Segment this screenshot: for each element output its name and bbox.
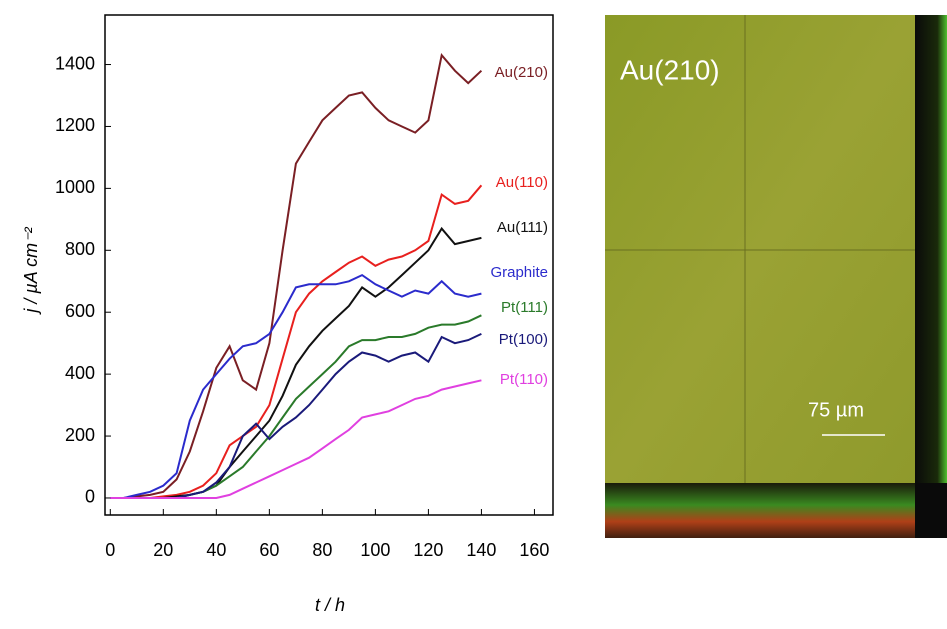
y-tick-label: 400 [65,363,95,383]
series-line [110,52,483,499]
series-line [110,226,482,499]
x-tick-label: 40 [206,540,226,560]
series-line [110,273,482,499]
side-section [915,15,947,483]
series-label: Pt(110) [500,371,548,388]
y-tick-label: 600 [65,301,95,321]
series-label: Graphite [490,264,548,281]
y-tick-label: 1000 [55,177,95,197]
x-tick-label: 140 [466,540,496,560]
image-panel: Au(210) 75 µm [605,15,947,538]
y-tick-label: 200 [65,425,95,445]
x-tick-label: 20 [153,540,173,560]
x-tick-label: 60 [259,540,279,560]
x-tick-label: 120 [413,540,443,560]
series-line [110,184,483,499]
series-line [110,379,482,499]
y-axis-title: j / µA cm⁻² [21,226,41,315]
series-label: Au(111) [497,219,548,236]
series-label: Pt(100) [499,331,548,348]
y-tick-label: 1400 [55,53,95,73]
y-tick-label: 800 [65,239,95,259]
y-tick-label: 0 [85,487,95,507]
series-label: Au(110) [496,174,548,191]
series-label: Au(210) [495,64,548,81]
x-tick-label: 160 [519,540,549,560]
image-label: Au(210) [620,54,720,85]
x-tick-label: 100 [360,540,390,560]
x-tick-label: 0 [105,540,115,560]
plot-frame [104,14,554,516]
series-line [110,332,482,499]
scale-bar-label: 75 µm [808,399,864,421]
corner [915,483,947,538]
x-axis-title: t / h [315,595,345,615]
series-line [110,314,482,499]
series-label: Pt(111) [501,299,548,316]
y-tick-label: 1200 [55,115,95,135]
bottom-section [605,483,915,538]
micrograph [605,15,915,483]
x-tick-label: 80 [312,540,332,560]
